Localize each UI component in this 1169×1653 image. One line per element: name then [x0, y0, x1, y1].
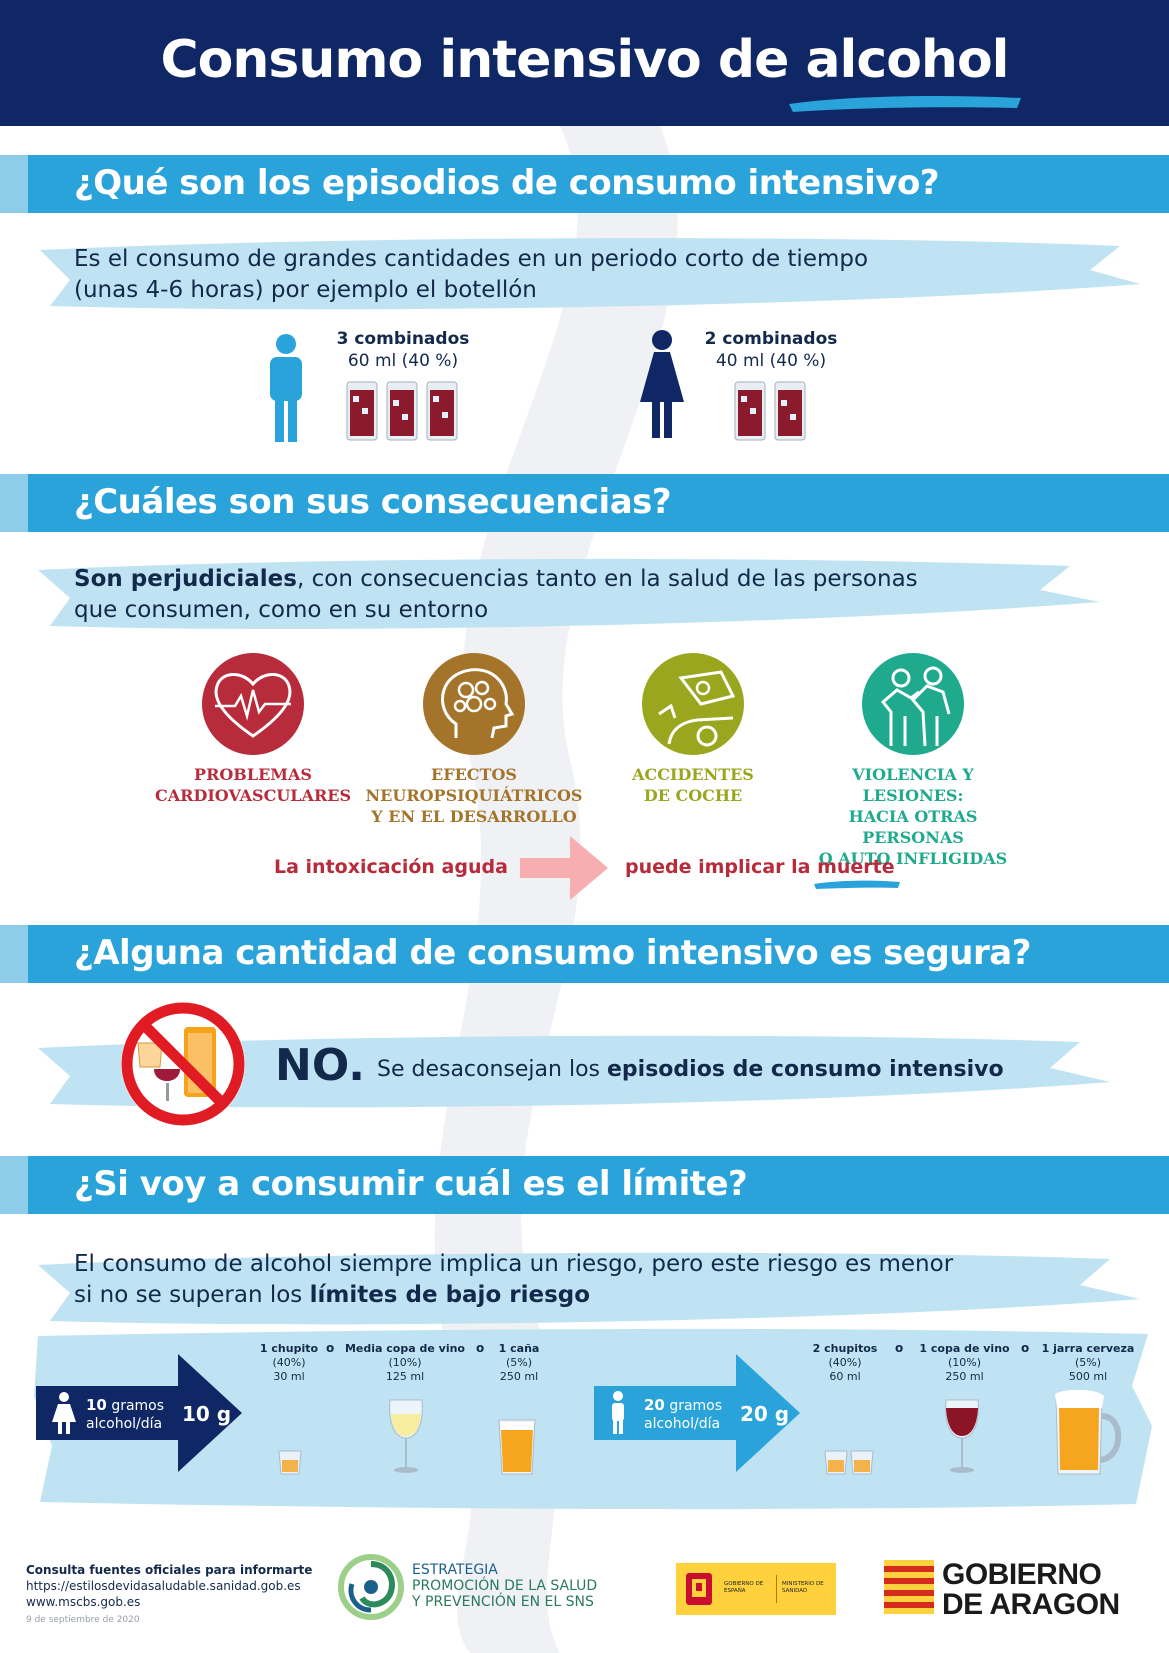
limit-woman-badge: 10 g — [182, 1402, 232, 1426]
consequences-text: Son perjudiciales, con consecuencias tan… — [74, 566, 918, 623]
brush-stroke — [40, 238, 1140, 310]
brush-stroke — [38, 1035, 1110, 1108]
section-bar-consequences: ¿Cuáles son sus consecuencias? — [0, 474, 1169, 532]
consequence-car: ACCIDENTES DE COCHE — [632, 765, 754, 805]
limit-man-badge: 20 g — [740, 1402, 790, 1426]
limit-arrow-man — [594, 1354, 800, 1472]
drink-man-shots: 2 chupitos (40%) 60 ml — [812, 1342, 878, 1383]
limits-background — [34, 1328, 1152, 1510]
aragon-flag-icon — [884, 1560, 934, 1614]
wine-glass-icon — [389, 1399, 423, 1473]
beer-glass-icon — [498, 1419, 536, 1475]
or-separator: o — [1021, 1341, 1030, 1355]
title-underline — [789, 96, 1021, 112]
drink-man-beer: 1 jarra cerveza (5%) 500 ml — [1041, 1342, 1135, 1383]
no-answer: NO. — [275, 1040, 365, 1091]
brush-stroke — [38, 1252, 1140, 1325]
section-heading-consequences: ¿Cuáles son sus consecuencias? — [74, 482, 672, 522]
limit-woman-label: 10 gramos alcohol/día — [86, 1396, 165, 1432]
limit-arrow-woman — [36, 1354, 242, 1472]
death-underline — [814, 880, 900, 889]
brain-head-icon — [423, 653, 525, 755]
man-icon — [270, 334, 302, 442]
section-heading-what: ¿Qué son los episodios de consumo intens… — [74, 163, 940, 203]
woman-icon — [640, 330, 684, 438]
shot-glass-icon — [278, 1450, 302, 1475]
limit-man-label: 20 gramos alcohol/día — [644, 1396, 723, 1432]
section-heading-limit: ¿Si voy a consumir cuál es el límite? — [74, 1164, 748, 1204]
spain-coat-of-arms-icon — [686, 1573, 712, 1605]
page-title: Consumo intensivo de alcohol — [160, 30, 1009, 90]
drink-woman-wine: Media copa de vino (10%) 125 ml — [344, 1342, 465, 1383]
drink-woman-beer: 1 caña (5%) 250 ml — [498, 1342, 540, 1383]
or-separator: o — [895, 1341, 904, 1355]
section-heading-safe: ¿Alguna cantidad de consumo intensivo es… — [74, 933, 1031, 973]
violence-icon — [862, 653, 964, 755]
woman-drinks-label: 2 combinados 40 ml (40 %) — [704, 329, 838, 371]
drink-woman-shot: 1 chupito (40%) 30 ml — [259, 1342, 319, 1383]
section-bar-safe: ¿Alguna cantidad de consumo intensivo es… — [0, 925, 1169, 983]
consequence-neuro: EFECTOS NEUROPSIQUIÁTRICOS Y EN EL DESAR… — [365, 765, 583, 826]
brush-stroke — [38, 558, 1100, 629]
car-accident-icon — [642, 653, 744, 755]
man-drinks-label: 3 combinados 60 ml (40 %) — [336, 329, 470, 371]
consequence-violence: VIOLENCIA Y LESIONES: HACIA OTRAS PERSON… — [818, 765, 1008, 868]
no-alcohol-icon — [121, 1002, 245, 1126]
definition-text: Es el consumo de grandes cantidades en u… — [74, 246, 869, 303]
url-mscbs[interactable]: www.mscbs.gob.es — [26, 1595, 141, 1609]
or-separator: o — [476, 1341, 485, 1355]
footer-sources: Consulta fuentes oficiales para informar… — [26, 1563, 313, 1625]
cocktail-glasses-3 — [346, 381, 458, 441]
ministry-logo: GOBIERNO DE ESPAÑA MINISTERIO DE SANIDAD — [676, 1563, 836, 1615]
aragon-logo-text: GOBIERNO DE ARAGON — [942, 1558, 1120, 1621]
no-explanation: Se desaconsejan los episodios de consumo… — [377, 1057, 1004, 1082]
page-header: Consumo intensivo de alcohol — [0, 0, 1169, 126]
cocktail-glasses-2 — [734, 381, 806, 441]
strategy-logo-text: ESTRATEGIA PROMOCIÓN DE LA SALUD Y PREVE… — [412, 1562, 598, 1610]
section-bar-limit: ¿Si voy a consumir cuál es el límite? — [0, 1156, 1169, 1214]
arrow-right-icon — [520, 836, 608, 900]
heart-icon — [202, 653, 304, 755]
death-text: puede implicar la muerte — [625, 856, 895, 878]
red-wine-glass-icon — [945, 1399, 979, 1473]
consequence-cardio: PROBLEMAS CARDIOVASCULARES — [155, 765, 351, 805]
url-estilos[interactable]: https://estilosdevidasaludable.sanidad.g… — [26, 1579, 301, 1593]
limit-text: El consumo de alcohol siempre implica un… — [74, 1251, 954, 1308]
section-bar-what: ¿Qué son los episodios de consumo intens… — [0, 155, 1169, 213]
intoxication-text: La intoxicación aguda — [274, 856, 508, 878]
shot-glasses-icon — [824, 1450, 874, 1475]
strategy-logo-icon — [338, 1554, 404, 1620]
or-separator: o — [326, 1341, 335, 1355]
beer-mug-icon — [1055, 1390, 1122, 1475]
drink-man-wine: 1 copa de vino (10%) 250 ml — [919, 1342, 1010, 1383]
